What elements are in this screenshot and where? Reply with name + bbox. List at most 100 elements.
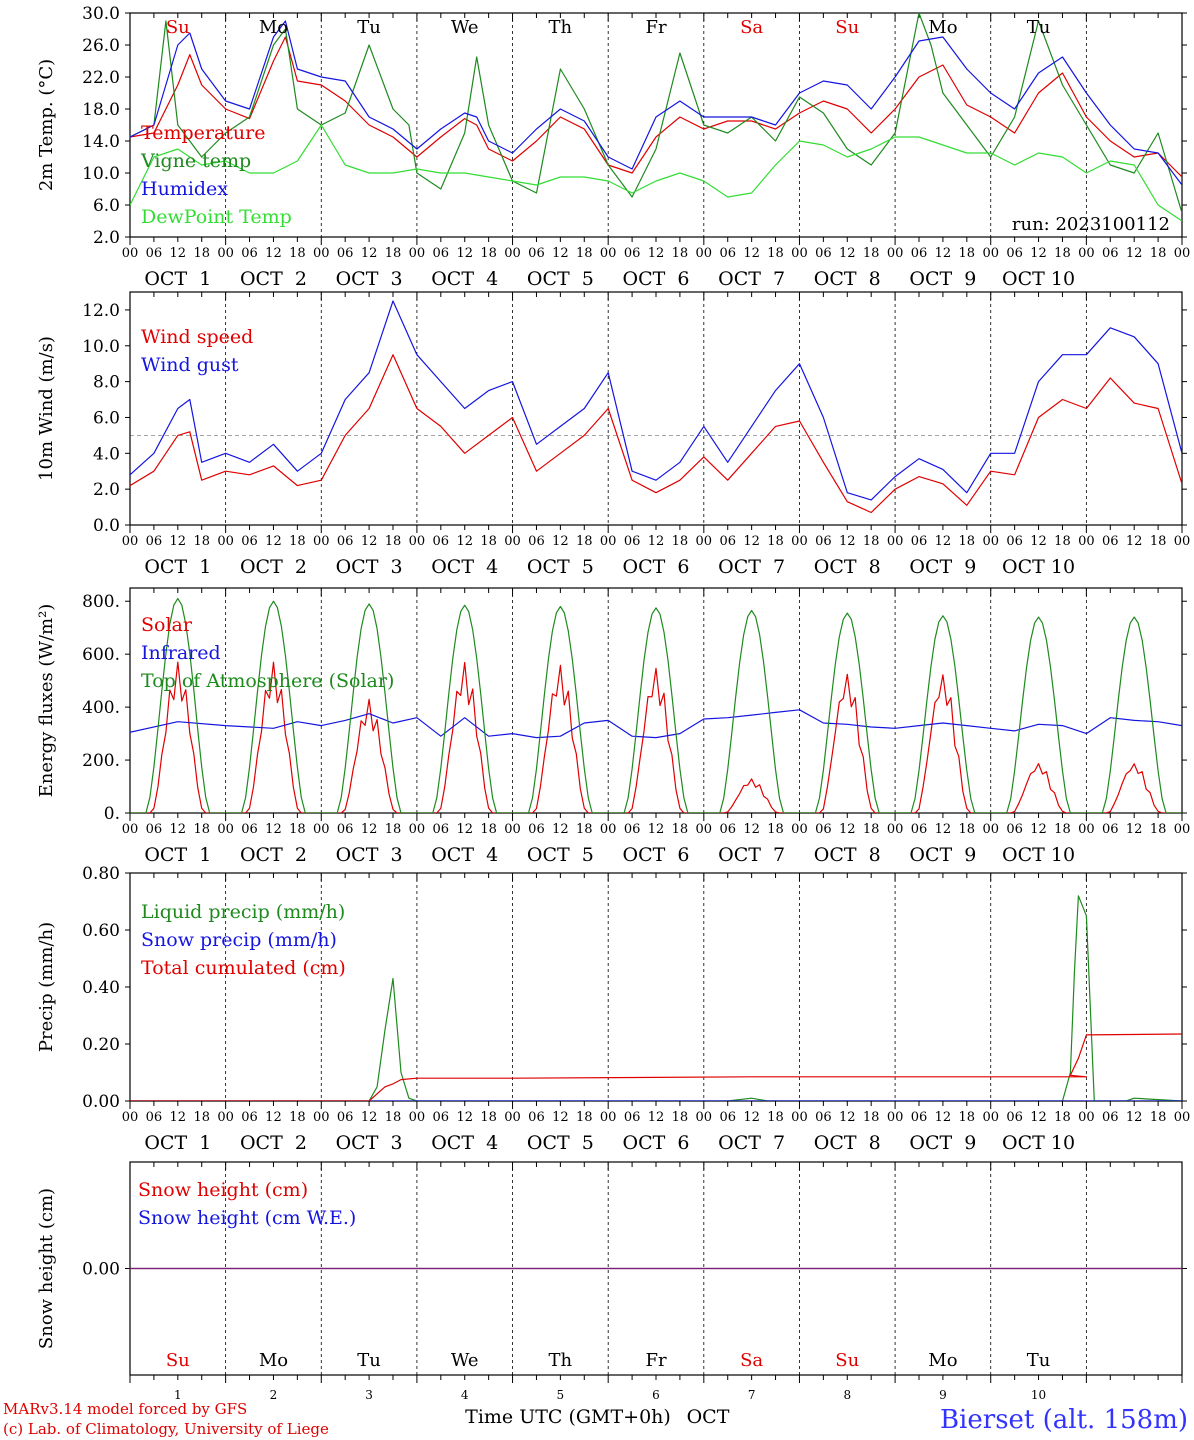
weekday-label: Su bbox=[835, 17, 859, 38]
x-tick-label: 06 bbox=[241, 246, 258, 261]
x-tick-label: 06 bbox=[241, 1110, 258, 1125]
y-tick-label: 12.0 bbox=[82, 301, 120, 321]
series-line bbox=[130, 124, 1182, 222]
x-tick-label: 12 bbox=[265, 822, 282, 837]
date-label: OCT 8 bbox=[814, 556, 881, 578]
x-tick-label: 00 bbox=[887, 1110, 904, 1125]
legend-entry: Snow height (cm W.E.) bbox=[138, 1207, 356, 1229]
x-tick-label: 06 bbox=[528, 1110, 545, 1125]
x-tick-label: 12 bbox=[743, 1110, 760, 1125]
x-tick-label: 00 bbox=[1078, 246, 1095, 261]
x-tick-label: 06 bbox=[1006, 534, 1023, 549]
x-tick-label: 12 bbox=[170, 822, 187, 837]
x-tick-label: 06 bbox=[815, 534, 832, 549]
date-label: OCT 1 bbox=[144, 268, 211, 290]
x-tick-label: 00 bbox=[1078, 534, 1095, 549]
run-annotation: run: 2023100112 bbox=[1012, 214, 1170, 235]
x-tick-label: 00 bbox=[696, 246, 713, 261]
x-tick-label: 06 bbox=[337, 822, 354, 837]
y-tick-label: 0.60 bbox=[82, 921, 120, 941]
weekday-label: Su bbox=[166, 17, 190, 38]
day-number: 4 bbox=[461, 1388, 469, 1402]
x-tick-label: 12 bbox=[456, 246, 473, 261]
y-tick-label: 400. bbox=[82, 698, 120, 718]
x-tick-label: 12 bbox=[1126, 1110, 1143, 1125]
x-tick-label: 12 bbox=[1126, 534, 1143, 549]
x-tick-label: 18 bbox=[193, 534, 210, 549]
x-tick-label: 12 bbox=[648, 822, 665, 837]
x-tick-label: 00 bbox=[504, 822, 521, 837]
x-tick-label: 00 bbox=[1174, 534, 1191, 549]
x-tick-label: 18 bbox=[767, 246, 784, 261]
x-tick-label: 06 bbox=[146, 822, 163, 837]
series-line bbox=[130, 300, 1182, 501]
x-tick-label: 06 bbox=[528, 246, 545, 261]
date-label: OCT 1 bbox=[144, 1132, 211, 1154]
date-label: OCT 8 bbox=[814, 844, 881, 866]
panel-3: 0. 200. 400. 600. 800. Energy fluxes (W/m²) 00… bbox=[36, 587, 1190, 866]
day-number: 3 bbox=[365, 1388, 373, 1402]
x-tick-label: 12 bbox=[361, 534, 378, 549]
x-tick-label: 12 bbox=[839, 1110, 856, 1125]
panel-4: 0.00 0.20 0.40 0.60 0.80 Precip (mm/h) 00 06 12 1… bbox=[36, 864, 1190, 1154]
x-tick-label: 06 bbox=[146, 534, 163, 549]
panel-1: 2.0 6.0 10.0 14.0 18.0 22.0 26.0 30.0 2m Temp. (… bbox=[36, 4, 1190, 290]
y-tick-label: 0.00 bbox=[82, 1092, 120, 1112]
x-tick-label: 18 bbox=[672, 534, 689, 549]
x-tick-label: 12 bbox=[552, 1110, 569, 1125]
x-tick-label: 06 bbox=[624, 1110, 641, 1125]
x-tick-label: 00 bbox=[600, 1110, 617, 1125]
x-tick-label: 12 bbox=[648, 246, 665, 261]
date-label: OCT 3 bbox=[336, 1132, 403, 1154]
date-label: OCT 5 bbox=[527, 556, 594, 578]
date-label: OCT 10 bbox=[1002, 268, 1075, 290]
x-tick-label: 06 bbox=[146, 1110, 163, 1125]
x-tick-label: 18 bbox=[480, 1110, 497, 1125]
x-tick-label: 00 bbox=[791, 822, 808, 837]
lab-credit: (c) Lab. of Climatology, University of L… bbox=[3, 1420, 329, 1438]
x-tick-label: 06 bbox=[337, 246, 354, 261]
x-tick-label: 12 bbox=[839, 246, 856, 261]
x-tick-label: 00 bbox=[982, 246, 999, 261]
x-tick-label: 06 bbox=[1006, 1110, 1023, 1125]
panel-2: 0.0 2.0 4.0 6.0 8.0 10.0 12.0 10m Wind (m/s) 00 0… bbox=[36, 291, 1191, 578]
x-tick-label: 12 bbox=[265, 1110, 282, 1125]
x-tick-label: 18 bbox=[863, 1110, 880, 1125]
x-tick-label: 06 bbox=[241, 534, 258, 549]
legend-entry: Infrared bbox=[141, 642, 221, 664]
date-label: OCT 3 bbox=[336, 268, 403, 290]
x-tick-label: 12 bbox=[743, 822, 760, 837]
x-tick-label: 12 bbox=[456, 1110, 473, 1125]
date-label: OCT 5 bbox=[527, 844, 594, 866]
date-label: OCT 10 bbox=[1002, 844, 1075, 866]
x-tick-label: 06 bbox=[146, 246, 163, 261]
x-tick-label: 06 bbox=[911, 1110, 928, 1125]
day-number: 2 bbox=[270, 1388, 278, 1402]
weekday-label: Mo bbox=[259, 1350, 288, 1371]
y-tick-label: 0.00 bbox=[82, 1260, 120, 1280]
weekday-label: We bbox=[451, 17, 479, 38]
x-tick-label: 00 bbox=[791, 534, 808, 549]
x-tick-label: 00 bbox=[887, 534, 904, 549]
x-tick-label: 18 bbox=[1054, 1110, 1071, 1125]
x-tick-label: 12 bbox=[552, 822, 569, 837]
date-label: OCT 10 bbox=[1002, 1132, 1075, 1154]
date-label: OCT 5 bbox=[527, 268, 594, 290]
x-tick-label: 06 bbox=[337, 534, 354, 549]
x-tick-label: 12 bbox=[839, 822, 856, 837]
x-tick-label: 12 bbox=[1030, 246, 1047, 261]
legend-entry: Humidex bbox=[141, 178, 228, 200]
x-tick-label: 00 bbox=[217, 246, 234, 261]
date-label: OCT 4 bbox=[431, 268, 498, 290]
x-tick-label: 00 bbox=[504, 1110, 521, 1125]
y-tick-label: 4.0 bbox=[93, 444, 120, 464]
x-tick-label: 18 bbox=[767, 822, 784, 837]
weekday-label: Fr bbox=[645, 1350, 666, 1371]
legend-entry: Solar bbox=[141, 614, 193, 636]
x-tick-label: 12 bbox=[935, 246, 952, 261]
model-credit: MARv3.14 model forced by GFS bbox=[3, 1400, 247, 1418]
x-tick-label: 00 bbox=[122, 246, 139, 261]
x-axis-title: Time UTC (GMT+0h) bbox=[465, 1406, 671, 1428]
y-tick-label: 600. bbox=[82, 645, 120, 665]
